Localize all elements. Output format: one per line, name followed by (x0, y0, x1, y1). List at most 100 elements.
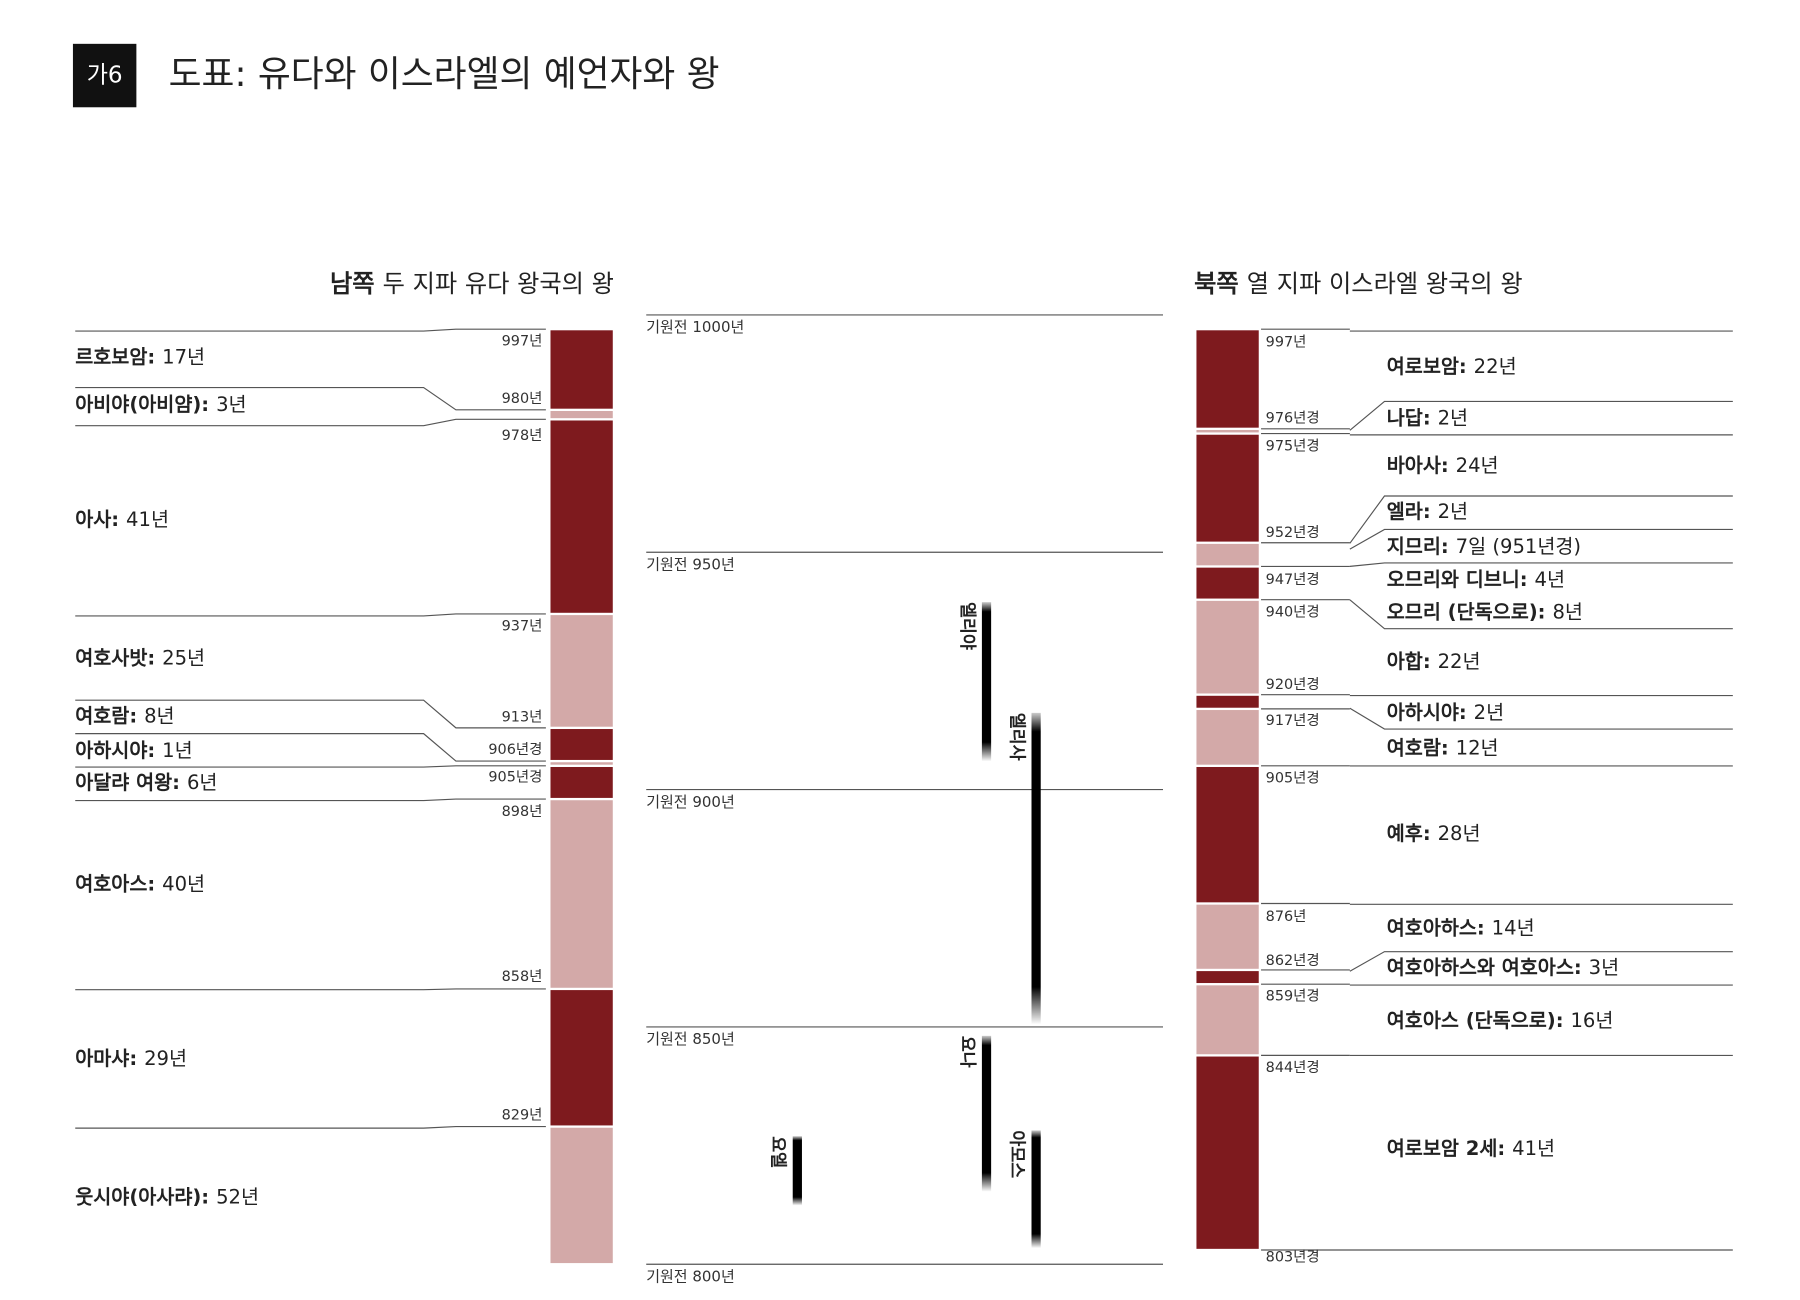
label-line (75, 699, 546, 729)
king-label: 오므리와 디브니: 4년 (1387, 568, 1565, 591)
prophet-name: 요나 (957, 1036, 977, 1068)
reign-block (550, 762, 613, 765)
year-label: 859년경 (1266, 988, 1320, 1005)
king-label: 여호람: 8년 (75, 704, 174, 727)
reign-block (1196, 971, 1259, 984)
year-label: 978년 (502, 427, 543, 444)
prophet-bar (1031, 712, 1041, 1025)
reign-block (550, 615, 613, 727)
king-reign: 3년 (1589, 955, 1620, 978)
label-line (75, 733, 546, 762)
king-name: 여호사밧: (75, 646, 155, 669)
king-label: 아합: 22년 (1387, 650, 1481, 673)
year-label: 905년경 (488, 768, 542, 785)
year-label: 997년 (502, 332, 543, 349)
king-label: 아달랴 여왕: 6년 (75, 771, 217, 794)
reign-block (1196, 904, 1259, 969)
king-name: 여호아스 (단독으로): (1387, 1008, 1564, 1031)
king-label: 오므리 (단독으로): 8년 (1387, 600, 1583, 623)
label-line (1349, 951, 1733, 972)
king-reign: 41년 (126, 508, 169, 531)
king-label: 여로보암 2세: 41년 (1387, 1136, 1555, 1159)
heading-bold: 남쪽 (330, 270, 375, 298)
king-reign: 28년 (1438, 821, 1481, 844)
timeline-label: 기원전 800년 (646, 1267, 735, 1285)
label-line (75, 1126, 546, 1129)
king-name: 여호아하스: (1387, 916, 1485, 939)
label-line (1349, 495, 1733, 544)
king-reign: 7일 (951년경) (1456, 534, 1581, 557)
king-name: 오므리와 디브니: (1387, 568, 1528, 591)
year-label: 975년경 (1266, 437, 1320, 454)
king-name: 나답: (1387, 406, 1431, 429)
king-label: 여호람: 12년 (1387, 736, 1499, 759)
year-label: 844년경 (1266, 1059, 1320, 1076)
prophet-bar (1031, 1130, 1041, 1249)
king-label: 여호아하스와 여호아스: 3년 (1387, 955, 1619, 978)
king-label: 바아사: 24년 (1387, 454, 1499, 477)
king-label: 아사: 41년 (75, 508, 169, 531)
king-label: 아마샤: 29년 (75, 1046, 187, 1069)
label-line (75, 613, 546, 617)
king-label: 여호아스: 40년 (75, 872, 205, 895)
label-line (75, 387, 546, 411)
year-label: 937년 (502, 617, 543, 634)
king-name: 아사: (75, 508, 119, 531)
king-reign: 4년 (1535, 568, 1566, 591)
king-reign: 2년 (1474, 700, 1505, 723)
year-label: 858년 (502, 968, 543, 985)
year-label: 803년경 (1266, 1248, 1320, 1265)
reign-block (1196, 710, 1259, 765)
king-name: 웃시야(아사랴): (75, 1185, 209, 1208)
king-label: 아비야(아비얌): 3년 (75, 392, 246, 415)
king-reign: 8년 (144, 704, 175, 727)
year-label: 898년 (502, 803, 543, 820)
king-name: 아합: (1387, 650, 1431, 673)
reign-block (1196, 543, 1259, 566)
king-reign: 22년 (1474, 354, 1517, 377)
title: 도표: 유다와 이스라엘의 예언자와 왕 (169, 54, 720, 95)
israel-heading: 북쪽 열 지파 이스라엘 왕국의 왕 (1194, 270, 1523, 298)
label-line (75, 765, 546, 768)
king-reign: 41년 (1512, 1136, 1555, 1159)
timeline-label: 기원전 900년 (646, 793, 735, 811)
reign-block (1196, 1056, 1259, 1249)
prophet-name: 요엘 (768, 1136, 788, 1168)
king-name: 오므리 (단독으로): (1387, 600, 1546, 623)
label-line (75, 798, 546, 802)
label-line (1349, 599, 1733, 630)
king-reign: 16년 (1570, 1008, 1613, 1031)
king-name: 여호람: (1387, 736, 1449, 759)
king-reign: 12년 (1456, 736, 1499, 759)
reign-block (550, 729, 613, 760)
king-name: 여호아스: (75, 872, 155, 895)
year-label: 917년경 (1266, 712, 1320, 729)
prophet-name: 아모스 (1007, 1130, 1027, 1178)
king-label: 여호사밧: 25년 (75, 646, 205, 669)
king-reign: 2년 (1438, 500, 1469, 523)
king-reign: 6년 (187, 771, 217, 794)
king-label: 아하시야: 1년 (75, 738, 192, 761)
prophet-bar (981, 602, 992, 762)
king-name: 아하시야: (1387, 700, 1467, 723)
king-name: 르호보암: (75, 345, 155, 368)
reign-block (1196, 600, 1259, 694)
year-label: 829년 (502, 1106, 543, 1123)
label-line (1349, 528, 1733, 550)
king-reign: 22년 (1438, 650, 1481, 673)
heading-text: 열 지파 이스라엘 왕국의 왕 (1247, 270, 1523, 298)
reign-block (550, 990, 613, 1126)
king-reign: 8년 (1552, 600, 1583, 623)
timeline-label: 기원전 1000년 (646, 318, 744, 336)
king-reign: 29년 (144, 1046, 187, 1069)
king-label: 지므리: 7일 (951년경) (1387, 534, 1581, 557)
reign-block (550, 800, 613, 988)
king-reign: 52년 (216, 1185, 259, 1208)
label-line (75, 328, 546, 332)
king-name: 아달랴 여왕: (75, 771, 180, 794)
reign-block (550, 766, 613, 798)
king-reign: 40년 (162, 872, 205, 895)
king-name: 아하시야: (75, 738, 155, 761)
year-label: 862년경 (1266, 952, 1320, 969)
